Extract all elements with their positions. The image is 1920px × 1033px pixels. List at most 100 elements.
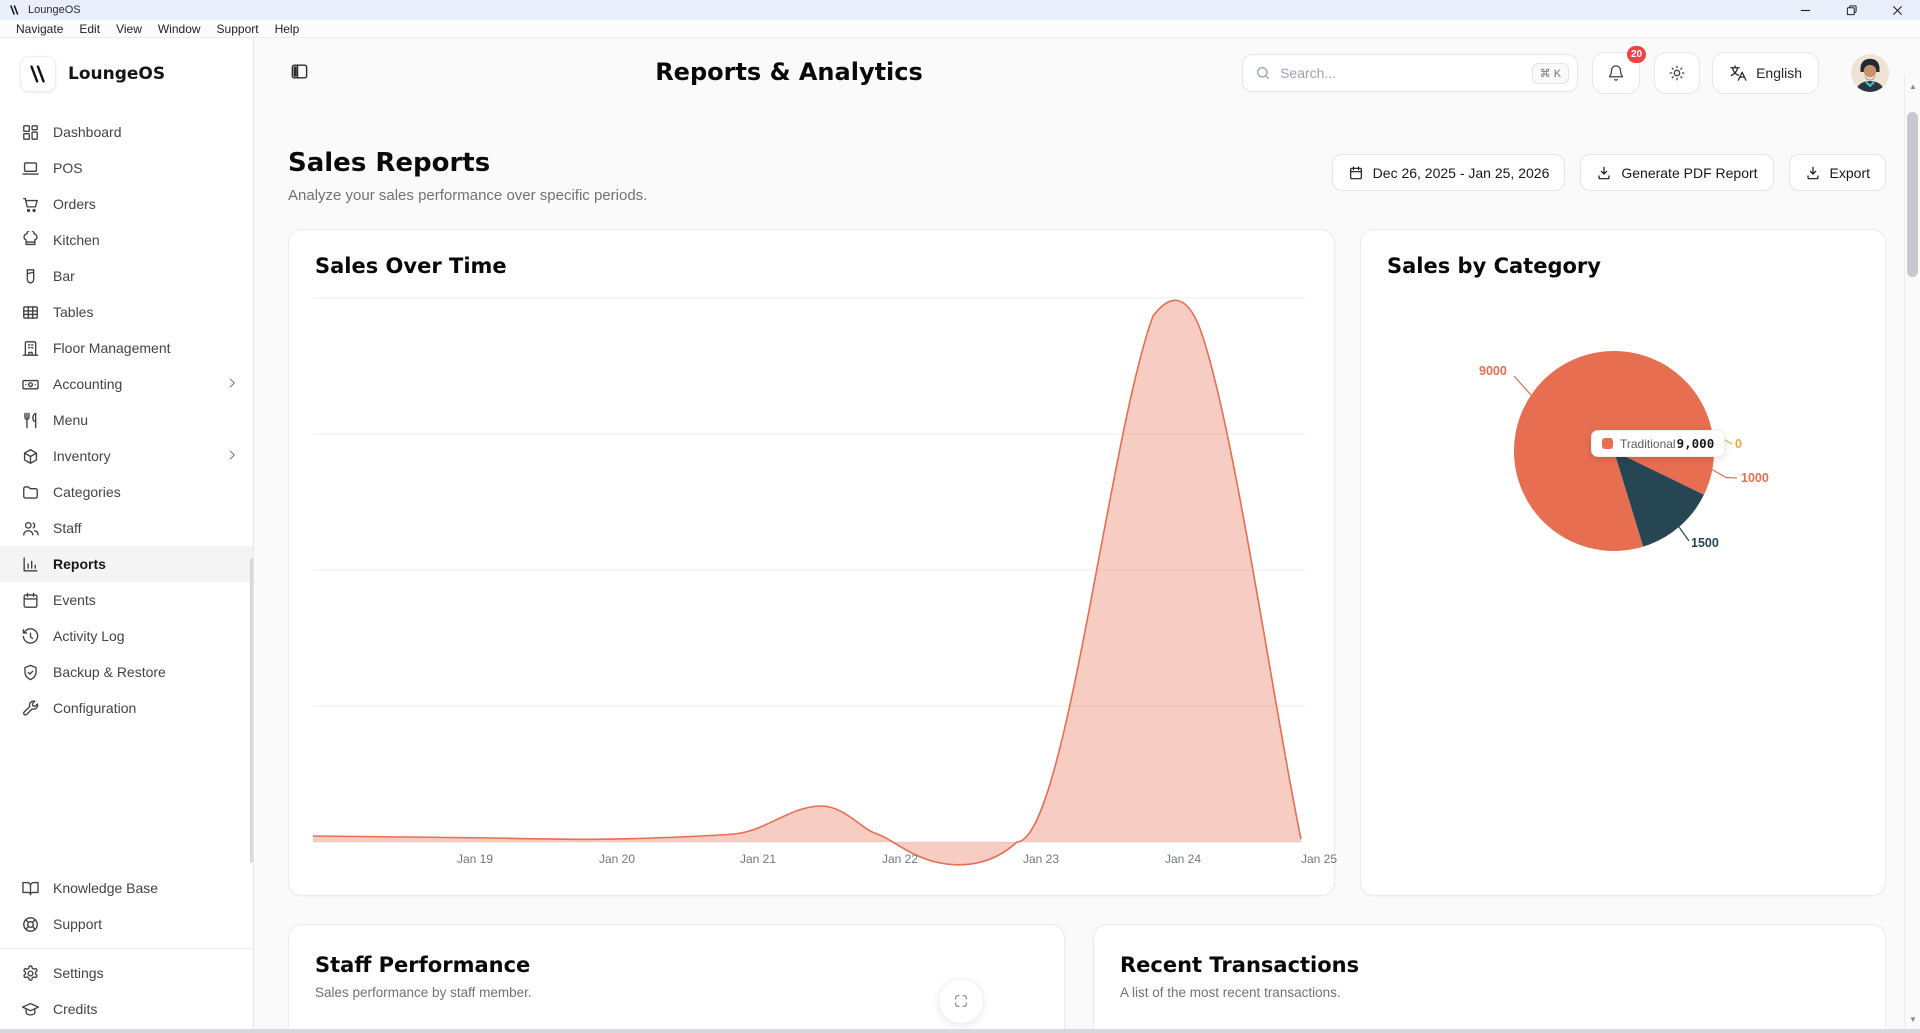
page-content: Sales Reports Analyze your sales perform… bbox=[254, 108, 1920, 1033]
notification-count-badge: 20 bbox=[1627, 46, 1646, 63]
window-scrollbar[interactable]: ▲ ▼ bbox=[1904, 76, 1920, 1029]
sidebar-item-events[interactable]: Events bbox=[0, 582, 253, 618]
sidebar-item-activity-log[interactable]: Activity Log bbox=[0, 618, 253, 654]
menu-edit[interactable]: Edit bbox=[71, 20, 108, 37]
window-bottom-edge bbox=[0, 1029, 1920, 1033]
sidebar-item-label: Dashboard bbox=[53, 124, 122, 140]
sidebar-item-kitchen[interactable]: Kitchen bbox=[0, 222, 253, 258]
maximize-button[interactable] bbox=[1828, 0, 1874, 20]
pie-leader-1000 bbox=[1712, 470, 1737, 479]
sidebar-item-label: Floor Management bbox=[53, 340, 171, 356]
menu-support[interactable]: Support bbox=[209, 20, 267, 37]
menu-help[interactable]: Help bbox=[267, 20, 308, 37]
bottom-row: Staff Performance Sales performance by s… bbox=[288, 924, 1886, 1033]
history-icon bbox=[20, 626, 40, 646]
sidebar-item-dashboard[interactable]: Dashboard bbox=[0, 114, 253, 150]
menubar: Navigate Edit View Window Support Help bbox=[0, 20, 1920, 38]
menu-view[interactable]: View bbox=[108, 20, 150, 37]
chevron-right-icon bbox=[225, 448, 239, 465]
brand-logo-icon bbox=[20, 56, 56, 92]
close-button[interactable] bbox=[1874, 0, 1920, 20]
sidebar-item-label: Accounting bbox=[53, 376, 122, 392]
generate-pdf-button[interactable]: Generate PDF Report bbox=[1580, 154, 1773, 191]
x-axis-tick: Jan 20 bbox=[599, 852, 635, 866]
scrollbar-thumb[interactable] bbox=[1907, 112, 1918, 277]
sidebar-item-label: Menu bbox=[53, 412, 88, 428]
window-titlebar: LoungeOS bbox=[0, 0, 1920, 20]
x-axis-tick: Jan 23 bbox=[1023, 852, 1059, 866]
sidebar-item-backup-restore[interactable]: Backup & Restore bbox=[0, 654, 253, 690]
language-selector-button[interactable]: English bbox=[1712, 52, 1819, 94]
users-icon bbox=[20, 518, 40, 538]
pie-value-label: 1000 bbox=[1741, 471, 1769, 485]
download-icon bbox=[1805, 165, 1821, 181]
pie-value-label: 0 bbox=[1735, 437, 1742, 451]
sidebar-item-label: Bar bbox=[53, 268, 75, 284]
sidebar-scrollbar-thumb[interactable] bbox=[250, 558, 253, 863]
sidebar-item-label: Events bbox=[53, 592, 96, 608]
sidebar-item-menu[interactable]: Menu bbox=[0, 402, 253, 438]
laptop-icon bbox=[20, 158, 40, 178]
main-area: Reports & Analytics ⌘ K 20 bbox=[254, 38, 1920, 1033]
notifications-button[interactable]: 20 bbox=[1592, 52, 1640, 94]
gear-icon bbox=[20, 963, 40, 983]
tooltip-swatch bbox=[1602, 438, 1613, 449]
banknote-icon bbox=[20, 374, 40, 394]
sidebar-spacer bbox=[0, 726, 253, 870]
pie-leader-9000 bbox=[1514, 376, 1531, 395]
scrollbar-down-arrow[interactable]: ▼ bbox=[1905, 1011, 1920, 1027]
menu-navigate[interactable]: Navigate bbox=[8, 20, 71, 37]
search-input[interactable] bbox=[1280, 65, 1523, 81]
sidebar-item-label: Inventory bbox=[53, 448, 111, 464]
language-label: English bbox=[1756, 65, 1802, 81]
recent-transactions-title: Recent Transactions bbox=[1120, 953, 1859, 977]
menu-window[interactable]: Window bbox=[150, 20, 209, 37]
sidebar-item-categories[interactable]: Categories bbox=[0, 474, 253, 510]
sidebar-item-staff[interactable]: Staff bbox=[0, 510, 253, 546]
sales-over-time-title: Sales Over Time bbox=[315, 254, 1334, 278]
table-grid-icon bbox=[20, 302, 40, 322]
sidebar-toggle-button[interactable] bbox=[288, 62, 310, 84]
sidebar-item-pos[interactable]: POS bbox=[0, 150, 253, 186]
sidebar-item-reports[interactable]: Reports bbox=[0, 546, 253, 582]
date-range-button[interactable]: Dec 26, 2025 - Jan 25, 2026 bbox=[1332, 154, 1566, 191]
boxes-icon bbox=[20, 446, 40, 466]
staff-performance-title: Staff Performance bbox=[315, 953, 1038, 977]
header-controls: ⌘ K 20 English bbox=[1242, 52, 1889, 94]
theme-toggle-button[interactable] bbox=[1654, 52, 1700, 94]
page-head: Sales Reports Analyze your sales perform… bbox=[288, 148, 1886, 204]
user-avatar[interactable] bbox=[1851, 54, 1889, 92]
recent-transactions-subtitle: A list of the most recent transactions. bbox=[1120, 985, 1859, 1000]
sidebar-item-inventory[interactable]: Inventory bbox=[0, 438, 253, 474]
page-title: Sales Reports bbox=[288, 148, 647, 178]
x-axis-tick: Jan 25 bbox=[1301, 852, 1337, 866]
sidebar-item-bar[interactable]: Bar bbox=[0, 258, 253, 294]
graduation-cap-icon bbox=[20, 999, 40, 1019]
sidebar-item-credits[interactable]: Credits bbox=[0, 991, 253, 1027]
export-button[interactable]: Export bbox=[1789, 154, 1886, 191]
sidebar-item-knowledge-base[interactable]: Knowledge Base bbox=[0, 870, 253, 906]
expand-button[interactable] bbox=[938, 978, 984, 1024]
sidebar-item-orders[interactable]: Orders bbox=[0, 186, 253, 222]
minimize-button[interactable] bbox=[1782, 0, 1828, 20]
sidebar-footer: Knowledge Base Support Settings Credits bbox=[0, 870, 253, 1033]
sidebar-item-label: Orders bbox=[53, 196, 96, 212]
sidebar-item-label: Staff bbox=[53, 520, 82, 536]
tooltip-series-name: Traditional bbox=[1620, 437, 1676, 451]
folder-icon bbox=[20, 482, 40, 502]
bell-icon bbox=[1607, 64, 1625, 82]
scrollbar-up-arrow[interactable]: ▲ bbox=[1905, 78, 1920, 94]
page-header-title: Reports & Analytics bbox=[655, 58, 923, 86]
sidebar-item-configuration[interactable]: Configuration bbox=[0, 690, 253, 726]
sidebar-nav: Dashboard POS Orders Kitchen Bar Tables … bbox=[0, 114, 253, 726]
sidebar-item-settings[interactable]: Settings bbox=[0, 955, 253, 991]
search-box[interactable]: ⌘ K bbox=[1242, 54, 1578, 92]
brand: LoungeOS bbox=[0, 38, 253, 106]
date-range-label: Dec 26, 2025 - Jan 25, 2026 bbox=[1373, 165, 1550, 181]
sidebar: LoungeOS Dashboard POS Orders Kitchen Ba… bbox=[0, 38, 254, 1033]
sidebar-item-floor-management[interactable]: Floor Management bbox=[0, 330, 253, 366]
sidebar-item-accounting[interactable]: Accounting bbox=[0, 366, 253, 402]
wrench-icon bbox=[20, 698, 40, 718]
sidebar-item-support[interactable]: Support bbox=[0, 906, 253, 942]
sidebar-item-tables[interactable]: Tables bbox=[0, 294, 253, 330]
